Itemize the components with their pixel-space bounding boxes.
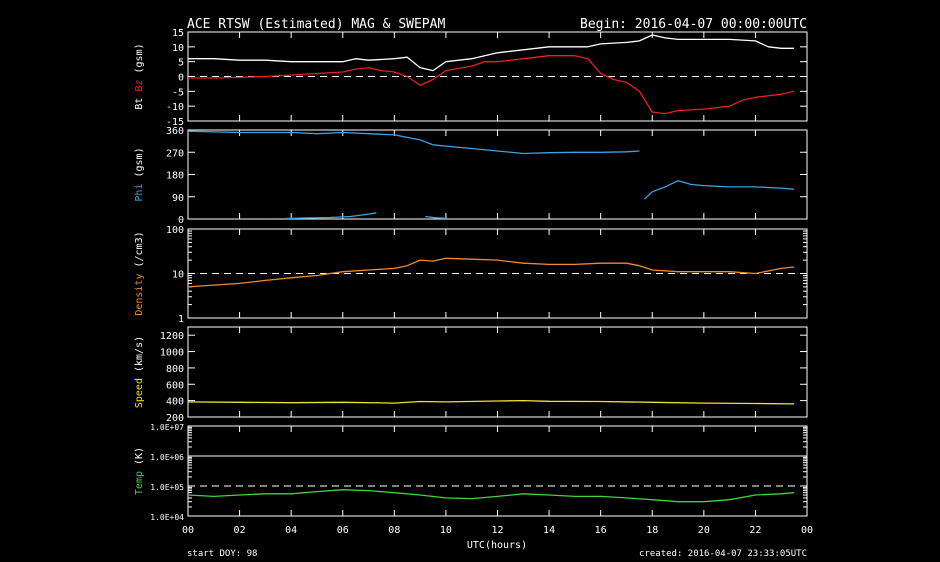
y-axis-label-part: Temp <box>134 471 145 495</box>
series-line-density-0 <box>187 257 795 288</box>
y-axis-label-part: Bt <box>134 98 145 110</box>
y-tick-label: 400 <box>166 397 184 408</box>
y-tick-label: 1000 <box>160 348 184 359</box>
y-axis-label-part: (K) <box>134 447 145 471</box>
y-axis-label: Bt Bz (gsm) <box>134 43 145 109</box>
y-tick-label: 1.0E+07 <box>150 423 184 432</box>
y-tick-label: -5 <box>172 87 184 98</box>
y-axis-label-part: Bz <box>134 80 145 98</box>
x-tick-label: 00 <box>801 525 813 536</box>
y-tick-label: 10 <box>172 43 184 54</box>
series-line-temp-0 <box>187 489 795 503</box>
series-line-mag-0 <box>188 34 795 72</box>
x-tick-label: 16 <box>595 525 607 536</box>
y-tick-label: 1 <box>178 314 184 325</box>
y-axis-label: Speed (km/s) <box>134 336 145 408</box>
y-tick-label: 100 <box>166 225 184 236</box>
x-tick-label: 18 <box>646 525 658 536</box>
series-line-mag-1 <box>188 55 795 115</box>
y-tick-label: 0 <box>178 73 184 84</box>
x-tick-label: 14 <box>543 525 555 536</box>
y-axis-label: Temp (K) <box>134 447 145 495</box>
series-line-phi-0 <box>187 130 640 155</box>
x-tick-label: 02 <box>234 525 246 536</box>
y-tick-label: 0 <box>178 215 184 226</box>
panel-frame <box>187 425 808 517</box>
x-tick-label: 20 <box>698 525 710 536</box>
x-tick-label: 08 <box>388 525 400 536</box>
y-tick-label: 1200 <box>160 331 184 342</box>
created-time: created: 2016-04-07 23:33:05UTC <box>639 549 807 559</box>
chart-panels: -15 -10 -5 0 5 10 15 Bt Bz (gsm) 0 90 180 270 360 Phi… <box>134 28 808 522</box>
series-line-phi-1 <box>285 212 377 220</box>
y-tick-label: -15 <box>166 117 184 128</box>
y-tick-label: -10 <box>166 102 184 113</box>
y-axis-label-part: (gsm) <box>134 147 145 183</box>
x-tick-label: 12 <box>491 525 503 536</box>
x-tick-label: 00 <box>182 525 194 536</box>
y-tick-label: 1.0E+04 <box>150 513 184 522</box>
panel-density: 1 10 100 Density (/cm3) <box>134 225 808 325</box>
x-tick-label: 10 <box>440 525 452 536</box>
y-axis-label: Phi (gsm) <box>134 147 145 201</box>
panel-phi: 0 90 180 270 360 Phi (gsm) <box>134 126 808 226</box>
series-line-phi-3 <box>644 180 795 200</box>
y-tick-label: 180 <box>166 171 184 182</box>
y-axis-label: Density (/cm3) <box>134 231 145 315</box>
y-tick-label: 360 <box>166 126 184 137</box>
series-line-speed-0 <box>187 399 795 405</box>
y-tick-label: 15 <box>172 28 184 39</box>
y-tick-label: 90 <box>172 193 184 204</box>
y-axis-label-part: Speed <box>134 378 145 408</box>
panel-mag: -15 -10 -5 0 5 10 15 Bt Bz (gsm) <box>134 28 808 128</box>
x-axis-label: UTC(hours) <box>467 540 527 551</box>
panel-frame <box>187 129 808 220</box>
series-line-phi-2 <box>425 215 446 219</box>
x-axis: 00 02 04 06 08 10 12 14 16 18 20 22 00 <box>182 525 813 536</box>
y-axis-label-part: Density <box>134 274 145 316</box>
begin-time: Begin: 2016-04-07 00:00:00UTC <box>580 17 807 32</box>
y-tick-label: 1.0E+06 <box>150 453 184 462</box>
y-tick-label: 10 <box>172 270 184 281</box>
y-axis-label-part: (/cm3) <box>134 231 145 273</box>
x-tick-label: 04 <box>285 525 297 536</box>
x-tick-label: 22 <box>749 525 761 536</box>
y-axis-label-part: (km/s) <box>134 336 145 378</box>
y-axis-label-part: (gsm) <box>134 43 145 79</box>
y-axis-label-part: Phi <box>134 184 145 202</box>
y-tick-label: 200 <box>166 413 184 424</box>
y-tick-label: 5 <box>178 58 184 69</box>
x-tick-label: 06 <box>337 525 349 536</box>
start-doy: start DOY: 98 <box>187 549 257 559</box>
y-tick-label: 600 <box>166 380 184 391</box>
panel-temp: 1.0E+04 1.0E+05 1.0E+06 1.0E+07 Temp (K) <box>134 423 808 522</box>
chart-title: ACE RTSW (Estimated) MAG & SWEPAM <box>187 17 445 32</box>
y-tick-label: 1.0E+05 <box>150 483 184 492</box>
y-tick-label: 800 <box>166 364 184 375</box>
y-tick-label: 270 <box>166 148 184 159</box>
panel-frame <box>187 228 808 319</box>
panel-speed: 200 400 600 800 1000 1200 Speed (km/s) <box>134 326 808 424</box>
